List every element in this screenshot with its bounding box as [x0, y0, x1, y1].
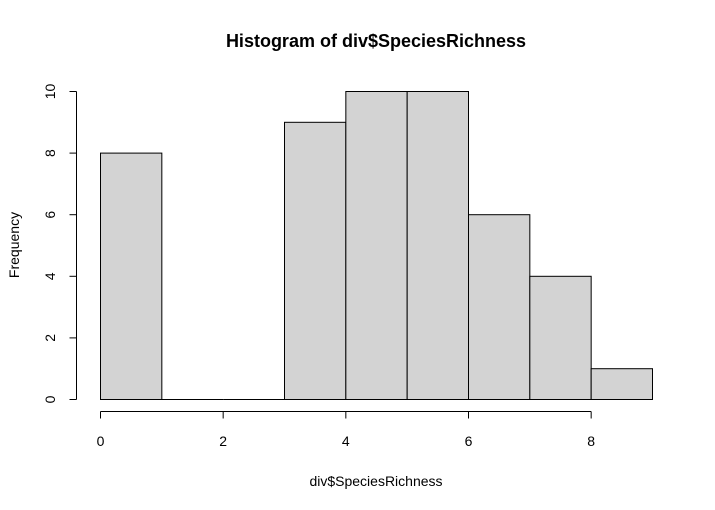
x-axis-label: div$SpeciesRichness	[309, 473, 442, 489]
histogram-bar-3	[284, 121, 347, 401]
x-tick-label-0: 0	[97, 433, 105, 449]
y-tick-label-1: 2	[42, 334, 58, 342]
y-tick-label-2: 4	[42, 272, 58, 280]
y-tick-label-0: 0	[42, 395, 58, 403]
bars-group	[100, 91, 654, 401]
histogram-bar-5	[406, 91, 469, 400]
y-tick-label-3: 6	[42, 211, 58, 219]
x-tick-label-4: 8	[587, 433, 595, 449]
histogram-bar-4	[345, 91, 408, 400]
x-tick-label-2: 4	[342, 433, 350, 449]
x-axis: 0 2 4 6 8	[97, 411, 595, 449]
histogram-bar-6	[468, 214, 531, 400]
y-tick-label-4: 8	[42, 149, 58, 157]
x-tick-label-3: 6	[465, 433, 473, 449]
y-tick-label-5: 10	[42, 84, 58, 100]
y-axis-label: Frequency	[6, 212, 22, 278]
x-tick-label-1: 2	[219, 433, 227, 449]
histogram-bar-0	[100, 152, 163, 400]
chart-title: Histogram of div$SpeciesRichness	[226, 31, 526, 51]
histogram-bar-8	[590, 368, 654, 401]
histogram-bar-7	[529, 275, 592, 400]
y-axis: 0 2 4 6 8 10	[42, 84, 77, 403]
